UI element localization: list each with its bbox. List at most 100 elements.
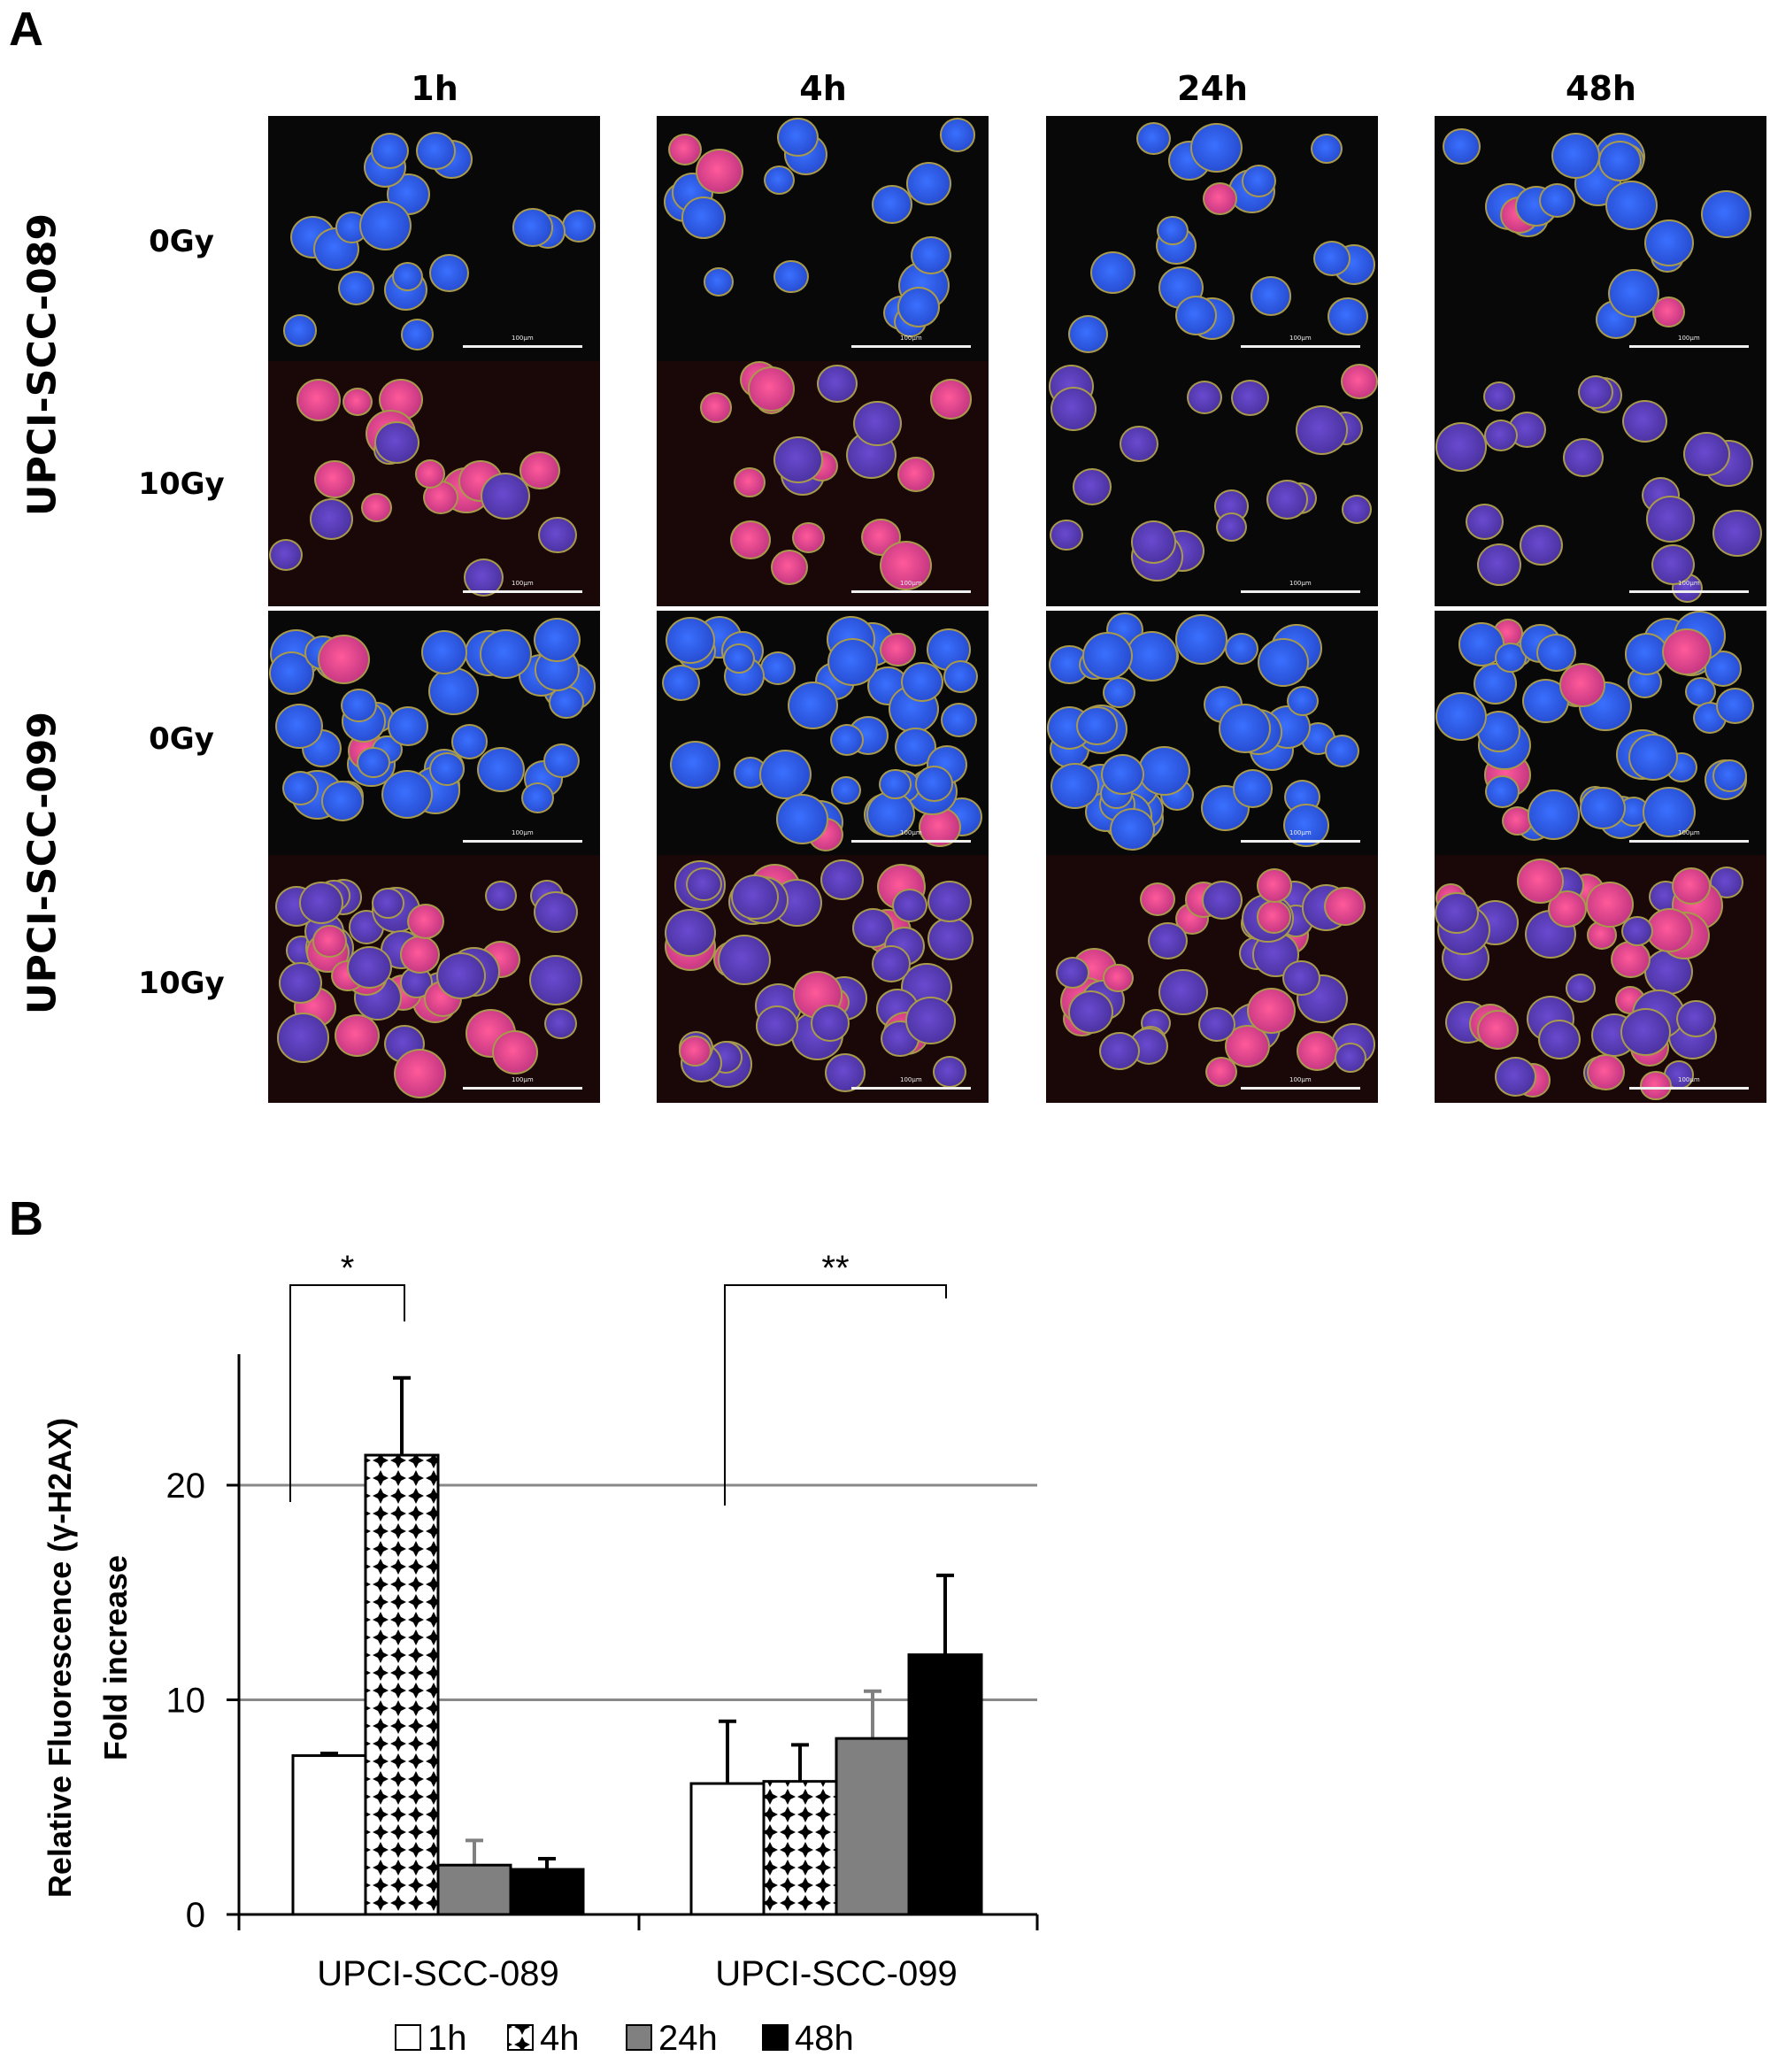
y-tick-label: 10	[166, 1682, 206, 1721]
cell-nucleus	[1646, 908, 1694, 953]
cell-nucleus	[729, 520, 771, 560]
bar-24h	[835, 1737, 911, 1916]
cell-nucleus	[1476, 1009, 1520, 1050]
cell-nucleus	[770, 550, 808, 585]
cell-nucleus	[1620, 1008, 1671, 1057]
cell-nucleus	[1608, 269, 1660, 319]
cell-nucleus	[1201, 881, 1243, 920]
cell-nucleus	[755, 1005, 799, 1047]
scale-bar-label: 100µm	[512, 829, 534, 836]
cell-nucleus	[900, 661, 943, 703]
scale-bar-label: 100µm	[900, 335, 922, 342]
cell-nucleus	[829, 724, 864, 757]
cell-nucleus	[1101, 753, 1145, 796]
scale-bar-label: 100µm	[512, 580, 534, 587]
cell-nucleus	[1435, 691, 1488, 742]
cell-nucleus	[1435, 891, 1479, 935]
cell-nucleus	[357, 746, 390, 779]
cell-nucleus	[1050, 519, 1083, 551]
cell-nucleus	[897, 457, 935, 493]
cell-nucleus	[911, 235, 951, 275]
cell-nucleus	[1704, 651, 1742, 687]
cell-nucleus	[760, 651, 796, 686]
cell-nucleus	[1562, 438, 1605, 478]
cell-nucleus	[1072, 468, 1112, 505]
cell-nucleus	[939, 117, 976, 152]
cell-nucleus	[1256, 868, 1293, 903]
cell-nucleus	[1197, 1006, 1235, 1043]
cell-nucleus	[763, 165, 796, 196]
cell-nucleus	[1340, 364, 1378, 399]
cell-nucleus	[1628, 734, 1678, 781]
cell-nucleus	[335, 1014, 380, 1058]
bar-48h	[509, 1868, 585, 1916]
scale-bar	[1629, 840, 1749, 843]
cell-nucleus	[1715, 688, 1754, 725]
cell-nucleus	[915, 765, 954, 802]
cell-nucleus	[811, 1005, 850, 1042]
cell-nucleus	[1712, 510, 1763, 558]
significance-label: *	[341, 1249, 355, 1288]
cell-nucleus	[347, 945, 392, 989]
cell-nucleus	[1538, 182, 1575, 218]
cell-nucleus	[318, 635, 371, 685]
cell-nucleus	[1643, 786, 1696, 837]
cell-nucleus	[1282, 959, 1320, 996]
cell-nucleus	[1435, 421, 1488, 472]
cell-nucleus	[561, 210, 596, 243]
cell-nucleus	[464, 558, 504, 597]
micrograph-panel: 100µm	[1435, 611, 1766, 856]
scale-bar-label: 100µm	[1289, 335, 1312, 342]
scale-bar	[1241, 1087, 1360, 1090]
column-header-24h: 24h	[1177, 69, 1248, 108]
cell-nucleus	[703, 267, 735, 297]
cell-nucleus	[1287, 685, 1320, 717]
cell-nucleus	[450, 724, 489, 759]
cell-nucleus	[1611, 940, 1651, 979]
cell-nucleus	[480, 472, 530, 520]
scale-bar-label: 100µm	[1289, 580, 1312, 587]
scale-bar	[851, 590, 971, 593]
y-tick-label: 20	[166, 1467, 206, 1506]
cell-nucleus	[543, 1007, 577, 1039]
cell-nucleus	[1712, 759, 1747, 793]
micrograph-panel: 100µm	[1046, 116, 1378, 361]
cell-nucleus	[929, 379, 973, 420]
cell-nucleus	[1110, 807, 1156, 851]
cell-nucleus	[699, 392, 732, 423]
y-axis-label-2: Fold increase	[97, 1555, 134, 1760]
cell-nucleus	[1296, 404, 1349, 456]
cell-nucleus	[1551, 133, 1600, 180]
cell-nucleus	[296, 379, 342, 421]
cell-nucleus	[665, 616, 715, 664]
cell-nucleus	[278, 962, 322, 1005]
cell-nucleus	[1224, 633, 1258, 666]
scale-bar	[851, 840, 971, 843]
cell-nucleus	[1082, 631, 1133, 680]
cell-nucleus	[387, 706, 429, 746]
scale-bar-label: 100µm	[512, 1076, 534, 1083]
micrograph-panel: 100µm	[657, 361, 989, 606]
cell-nucleus	[399, 935, 440, 974]
cell-nucleus	[1683, 431, 1730, 476]
cell-nucleus	[679, 1036, 712, 1067]
cell-nucleus	[1675, 999, 1716, 1038]
scale-bar-label: 100µm	[512, 335, 534, 342]
cell-nucleus	[1099, 1031, 1140, 1071]
cell-nucleus	[872, 185, 912, 224]
cell-nucleus	[1621, 915, 1654, 946]
cell-nucleus	[1586, 882, 1635, 928]
bar-1h	[291, 1754, 367, 1916]
cell-nucleus	[1266, 479, 1308, 520]
cell-nucleus	[905, 997, 957, 1044]
cell-nucleus	[1645, 495, 1696, 543]
legend-swatch-4h	[507, 2024, 534, 2051]
cell-nucleus	[895, 727, 936, 766]
cell-nucleus	[1443, 128, 1481, 165]
cell-nucleus	[1148, 921, 1188, 959]
bar-4h	[364, 1453, 440, 1916]
cell-nucleus	[1103, 963, 1134, 993]
legend-label: 48h	[795, 2019, 854, 2058]
cell-nucleus	[1484, 419, 1519, 451]
